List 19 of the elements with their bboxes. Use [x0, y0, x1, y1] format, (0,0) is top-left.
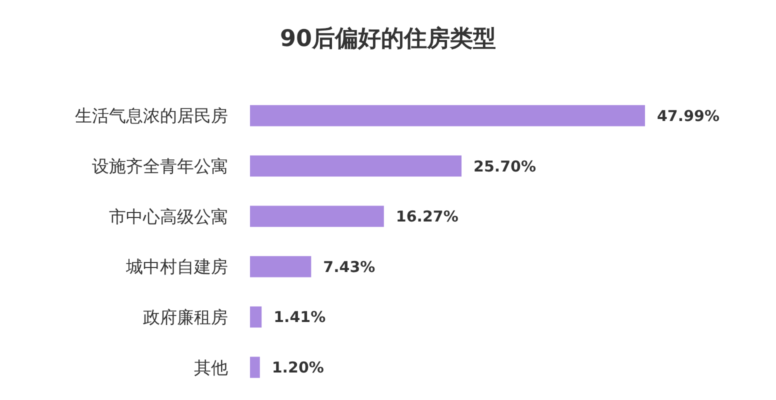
bar — [250, 356, 260, 378]
data-label: 16.27% — [396, 208, 458, 226]
bar — [250, 256, 312, 278]
data-label: 7.43% — [323, 258, 376, 276]
y-tick-label: 市中心高级公寓 — [109, 207, 228, 228]
data-label: 47.99% — [657, 106, 720, 125]
y-tick-label: 生活气息浓的居民房 — [75, 106, 228, 127]
y-tick-label: 城中村自建房 — [125, 258, 228, 278]
data-label: 25.70% — [474, 157, 536, 176]
bar — [250, 105, 645, 126]
y-tick-label: 政府廉租房 — [143, 308, 228, 328]
y-tick-label: 其他 — [194, 358, 228, 378]
data-label: 1.41% — [274, 308, 326, 326]
chart-title: 90后偏好的住房类型 — [280, 25, 496, 52]
y-tick-label: 设施齐全青年公寓 — [92, 156, 228, 177]
data-label: 1.20% — [272, 358, 324, 377]
bar — [250, 206, 384, 227]
bar — [250, 306, 262, 328]
bar — [250, 155, 462, 177]
